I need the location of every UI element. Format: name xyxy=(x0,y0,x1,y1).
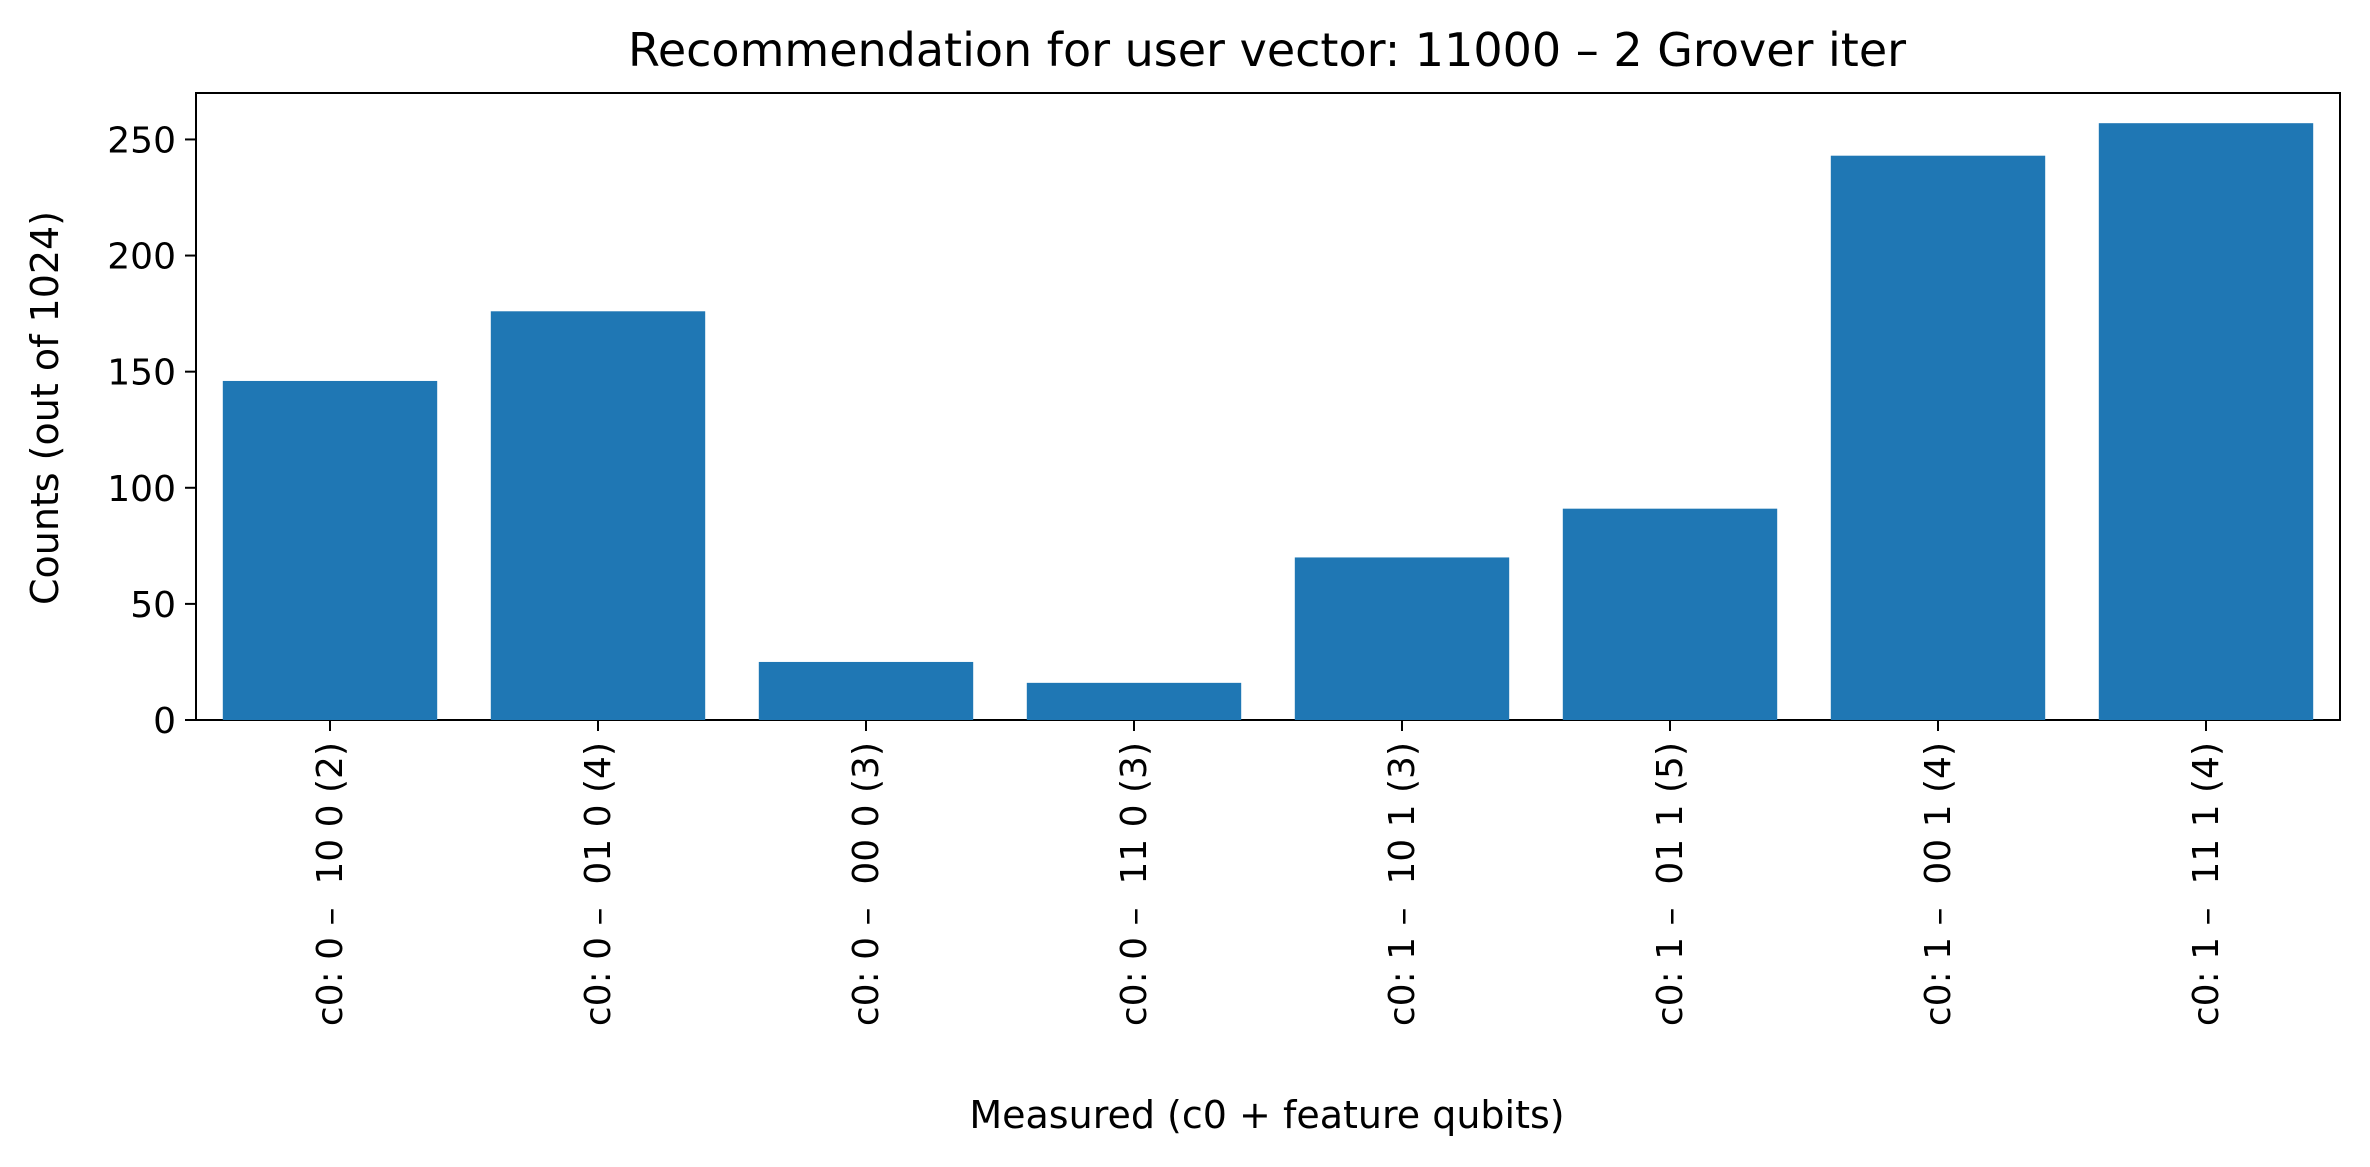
x-tick-label: c0: 1 – 01 1 (5) xyxy=(1650,742,1691,1026)
x-axis-ticks: c0: 0 – 10 0 (2) c0: 0 – 01 0 (4) c0: 0 – … xyxy=(310,720,2227,1026)
x-tick-label: c0: 1 – 00 1 (4) xyxy=(1918,742,1959,1026)
plot-area xyxy=(195,92,2341,721)
x-tick-label: c0: 0 – 00 0 (3) xyxy=(846,742,887,1026)
y-tick-label: 200 xyxy=(107,237,176,278)
y-axis-ticks: 0 50 100 150 200 250 xyxy=(107,120,196,742)
chart-title: Recommendation for user vector: 11000 – … xyxy=(628,23,1906,77)
bar xyxy=(1294,557,1510,720)
bar xyxy=(222,380,438,720)
x-tick-label: c0: 1 – 10 1 (3) xyxy=(1382,742,1423,1026)
y-axis-label: Counts (out of 1024) xyxy=(23,211,67,605)
bar xyxy=(1026,682,1242,720)
bars-group xyxy=(222,123,2314,720)
y-tick-label: 100 xyxy=(107,469,176,510)
bar xyxy=(1562,508,1778,720)
x-tick-label: c0: 0 – 10 0 (2) xyxy=(310,742,351,1026)
x-tick-label: c0: 1 – 11 1 (4) xyxy=(2186,742,2227,1026)
x-tick-label: c0: 0 – 01 0 (4) xyxy=(578,742,619,1026)
bar xyxy=(490,311,706,720)
y-tick-label: 150 xyxy=(107,353,176,394)
x-tick-label: c0: 0 – 11 0 (3) xyxy=(1114,742,1155,1026)
bar xyxy=(1830,155,2046,720)
y-tick-label: 250 xyxy=(107,120,176,161)
bar xyxy=(758,661,974,720)
plot-frame xyxy=(195,92,2341,721)
bar xyxy=(2098,123,2314,720)
y-tick-label: 0 xyxy=(153,701,176,742)
y-tick-label: 50 xyxy=(130,585,176,626)
x-axis-label: Measured (c0 + feature qubits) xyxy=(969,1093,1564,1137)
